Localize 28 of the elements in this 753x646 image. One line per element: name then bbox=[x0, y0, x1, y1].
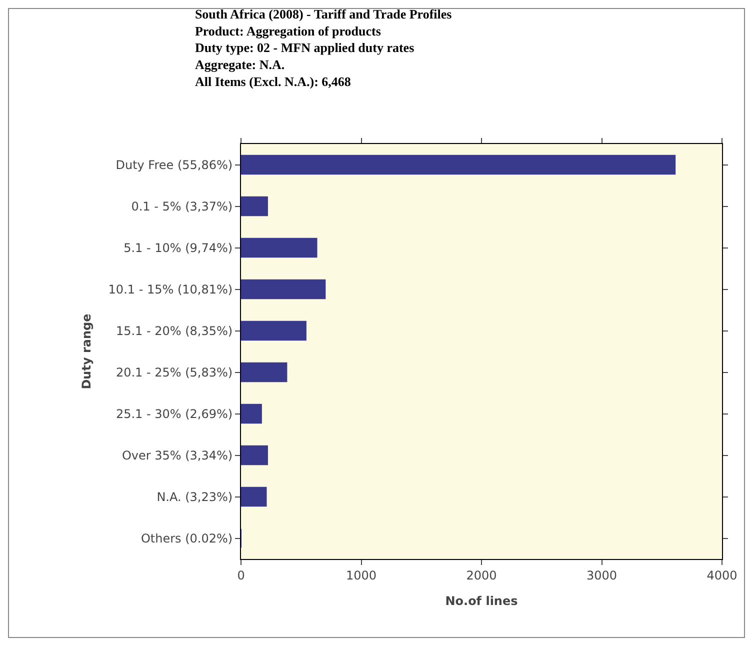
y-tick-label: N.A. (3,23%) bbox=[156, 490, 233, 504]
y-tick-label: Duty Free (55,86%) bbox=[116, 158, 233, 172]
bar bbox=[241, 362, 288, 382]
x-tick-label: 0 bbox=[237, 568, 245, 582]
bar bbox=[241, 279, 326, 300]
bar bbox=[241, 196, 268, 216]
x-tick-label: 1000 bbox=[346, 568, 377, 582]
y-tick-label: 20.1 - 25% (5,83%) bbox=[116, 365, 233, 380]
y-tick-label: Over 35% (3,34%) bbox=[122, 448, 233, 462]
x-tick-label: 3000 bbox=[586, 568, 618, 582]
bar bbox=[241, 238, 318, 258]
y-tick-label: 5.1 - 10% (9,74%) bbox=[124, 240, 233, 255]
x-axis-title: No.of lines bbox=[445, 594, 518, 608]
y-tick-label: 10.1 - 15% (10,81%) bbox=[108, 282, 233, 296]
bar bbox=[241, 320, 306, 341]
y-tick-label: 0.1 - 5% (3,37%) bbox=[131, 199, 233, 214]
bar bbox=[241, 445, 268, 466]
y-axis-title: Duty range bbox=[80, 314, 94, 390]
chart-subtitle: Product: Aggregation of products Duty type: 02 - MFN applied duty rates Aggregate: N.A. All Items (Excl. N.A.): 6,468 bbox=[194, 23, 414, 90]
x-tick-label: 4000 bbox=[706, 568, 738, 582]
bar bbox=[241, 404, 262, 424]
bar bbox=[241, 486, 267, 507]
y-tick-label: Others (0.02%) bbox=[140, 531, 233, 546]
chart-title: South Africa (2008) - Tariff and Trade Profiles bbox=[194, 6, 452, 22]
x-tick-label: 2000 bbox=[466, 568, 497, 582]
y-tick-label: 15.1 - 20% (8,35%) bbox=[116, 324, 233, 338]
y-tick-label: 25.1 - 30% (2,69%) bbox=[116, 406, 233, 421]
bar bbox=[241, 154, 676, 175]
